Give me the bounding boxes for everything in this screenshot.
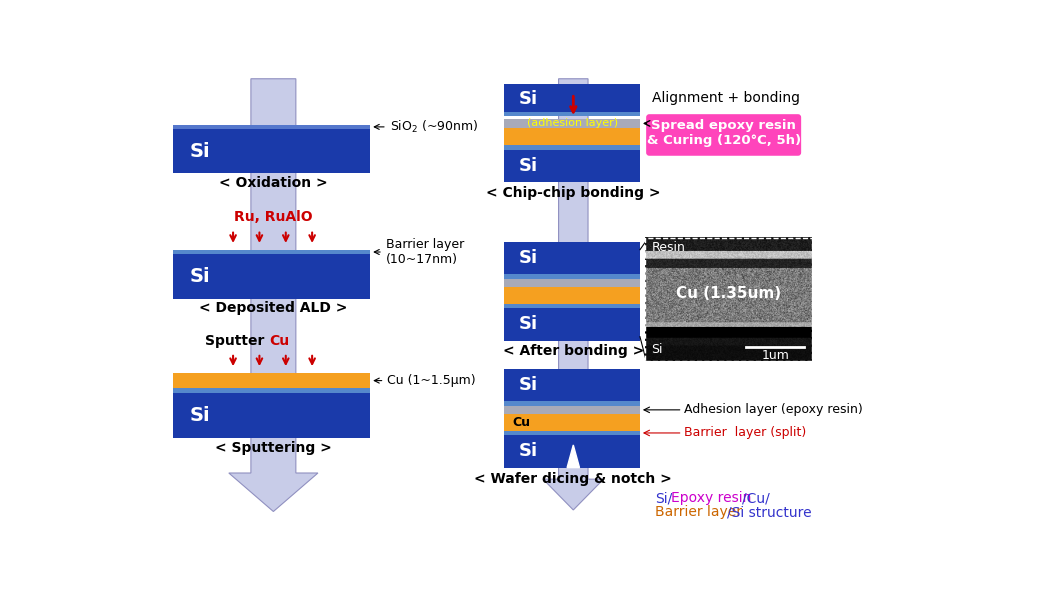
Bar bbox=[173, 129, 370, 174]
Text: Ru, RuAlO: Ru, RuAlO bbox=[234, 211, 313, 224]
Polygon shape bbox=[543, 79, 603, 510]
Text: Si: Si bbox=[189, 406, 210, 425]
Bar bbox=[504, 406, 640, 414]
Text: SiO$_2$ (~90nm): SiO$_2$ (~90nm) bbox=[374, 119, 478, 135]
Bar bbox=[173, 393, 370, 437]
Text: Sputter: Sputter bbox=[205, 333, 269, 347]
Text: < Wafer dicing & notch >: < Wafer dicing & notch > bbox=[474, 472, 672, 486]
Text: Cu (1.35um): Cu (1.35um) bbox=[676, 286, 781, 301]
Text: Si: Si bbox=[189, 142, 210, 161]
Bar bbox=[173, 388, 370, 393]
Text: < Chip-chip bonding >: < Chip-chip bonding > bbox=[486, 186, 660, 200]
Text: Barrier layer
(10~17nm): Barrier layer (10~17nm) bbox=[374, 238, 464, 266]
Text: /Si structure: /Si structure bbox=[727, 505, 811, 519]
Polygon shape bbox=[229, 79, 318, 511]
Text: Si: Si bbox=[189, 267, 210, 286]
Text: Si: Si bbox=[518, 90, 538, 108]
Polygon shape bbox=[567, 445, 579, 468]
Text: Barrier layer: Barrier layer bbox=[655, 505, 743, 519]
Bar bbox=[504, 304, 640, 308]
Text: Si: Si bbox=[518, 157, 538, 175]
Bar bbox=[173, 373, 370, 388]
Bar bbox=[504, 401, 640, 406]
Bar bbox=[504, 435, 640, 468]
Text: 1um: 1um bbox=[761, 348, 789, 362]
Text: Si: Si bbox=[518, 376, 538, 394]
Bar bbox=[646, 238, 812, 361]
Text: Si: Si bbox=[518, 249, 538, 267]
Text: < Oxidation >: < Oxidation > bbox=[219, 177, 328, 191]
Bar bbox=[173, 250, 370, 254]
Bar bbox=[504, 128, 640, 145]
Bar bbox=[504, 279, 640, 287]
Text: Alignment + bonding: Alignment + bonding bbox=[652, 91, 800, 105]
Bar bbox=[504, 369, 640, 401]
Text: Si: Si bbox=[652, 342, 664, 356]
Bar bbox=[504, 287, 640, 304]
Text: Barrier  layer (split): Barrier layer (split) bbox=[684, 427, 806, 439]
Text: < Sputtering >: < Sputtering > bbox=[215, 442, 332, 456]
Text: /Cu/: /Cu/ bbox=[743, 491, 770, 505]
Bar bbox=[504, 274, 640, 279]
Bar bbox=[504, 119, 640, 128]
Bar bbox=[504, 145, 640, 149]
Text: Si/: Si/ bbox=[655, 491, 673, 505]
Text: Spread epoxy resin
& Curing (120°C, 5h): Spread epoxy resin & Curing (120°C, 5h) bbox=[647, 119, 801, 148]
Text: (adhesion layer): (adhesion layer) bbox=[526, 119, 618, 128]
Bar bbox=[173, 254, 370, 299]
Bar bbox=[504, 431, 640, 435]
Bar bbox=[504, 149, 640, 182]
Text: Si: Si bbox=[518, 442, 538, 460]
Text: Cu (1~1.5μm): Cu (1~1.5μm) bbox=[374, 374, 476, 387]
Text: Cu: Cu bbox=[512, 416, 530, 429]
Text: Si: Si bbox=[518, 315, 538, 333]
Text: < After bonding >: < After bonding > bbox=[502, 344, 644, 358]
Bar bbox=[504, 414, 640, 431]
Text: Cu: Cu bbox=[269, 333, 289, 347]
Bar bbox=[173, 125, 370, 129]
Bar bbox=[504, 242, 640, 274]
Bar bbox=[504, 308, 640, 341]
Bar bbox=[646, 238, 812, 361]
Text: Resin: Resin bbox=[652, 241, 685, 254]
Text: < Deposited ALD >: < Deposited ALD > bbox=[200, 301, 347, 315]
Text: Adhesion layer (epoxy resin): Adhesion layer (epoxy resin) bbox=[684, 404, 863, 416]
FancyBboxPatch shape bbox=[646, 114, 801, 155]
Text: Epoxy resin: Epoxy resin bbox=[671, 491, 751, 505]
Bar bbox=[504, 84, 640, 117]
Bar bbox=[504, 112, 640, 117]
